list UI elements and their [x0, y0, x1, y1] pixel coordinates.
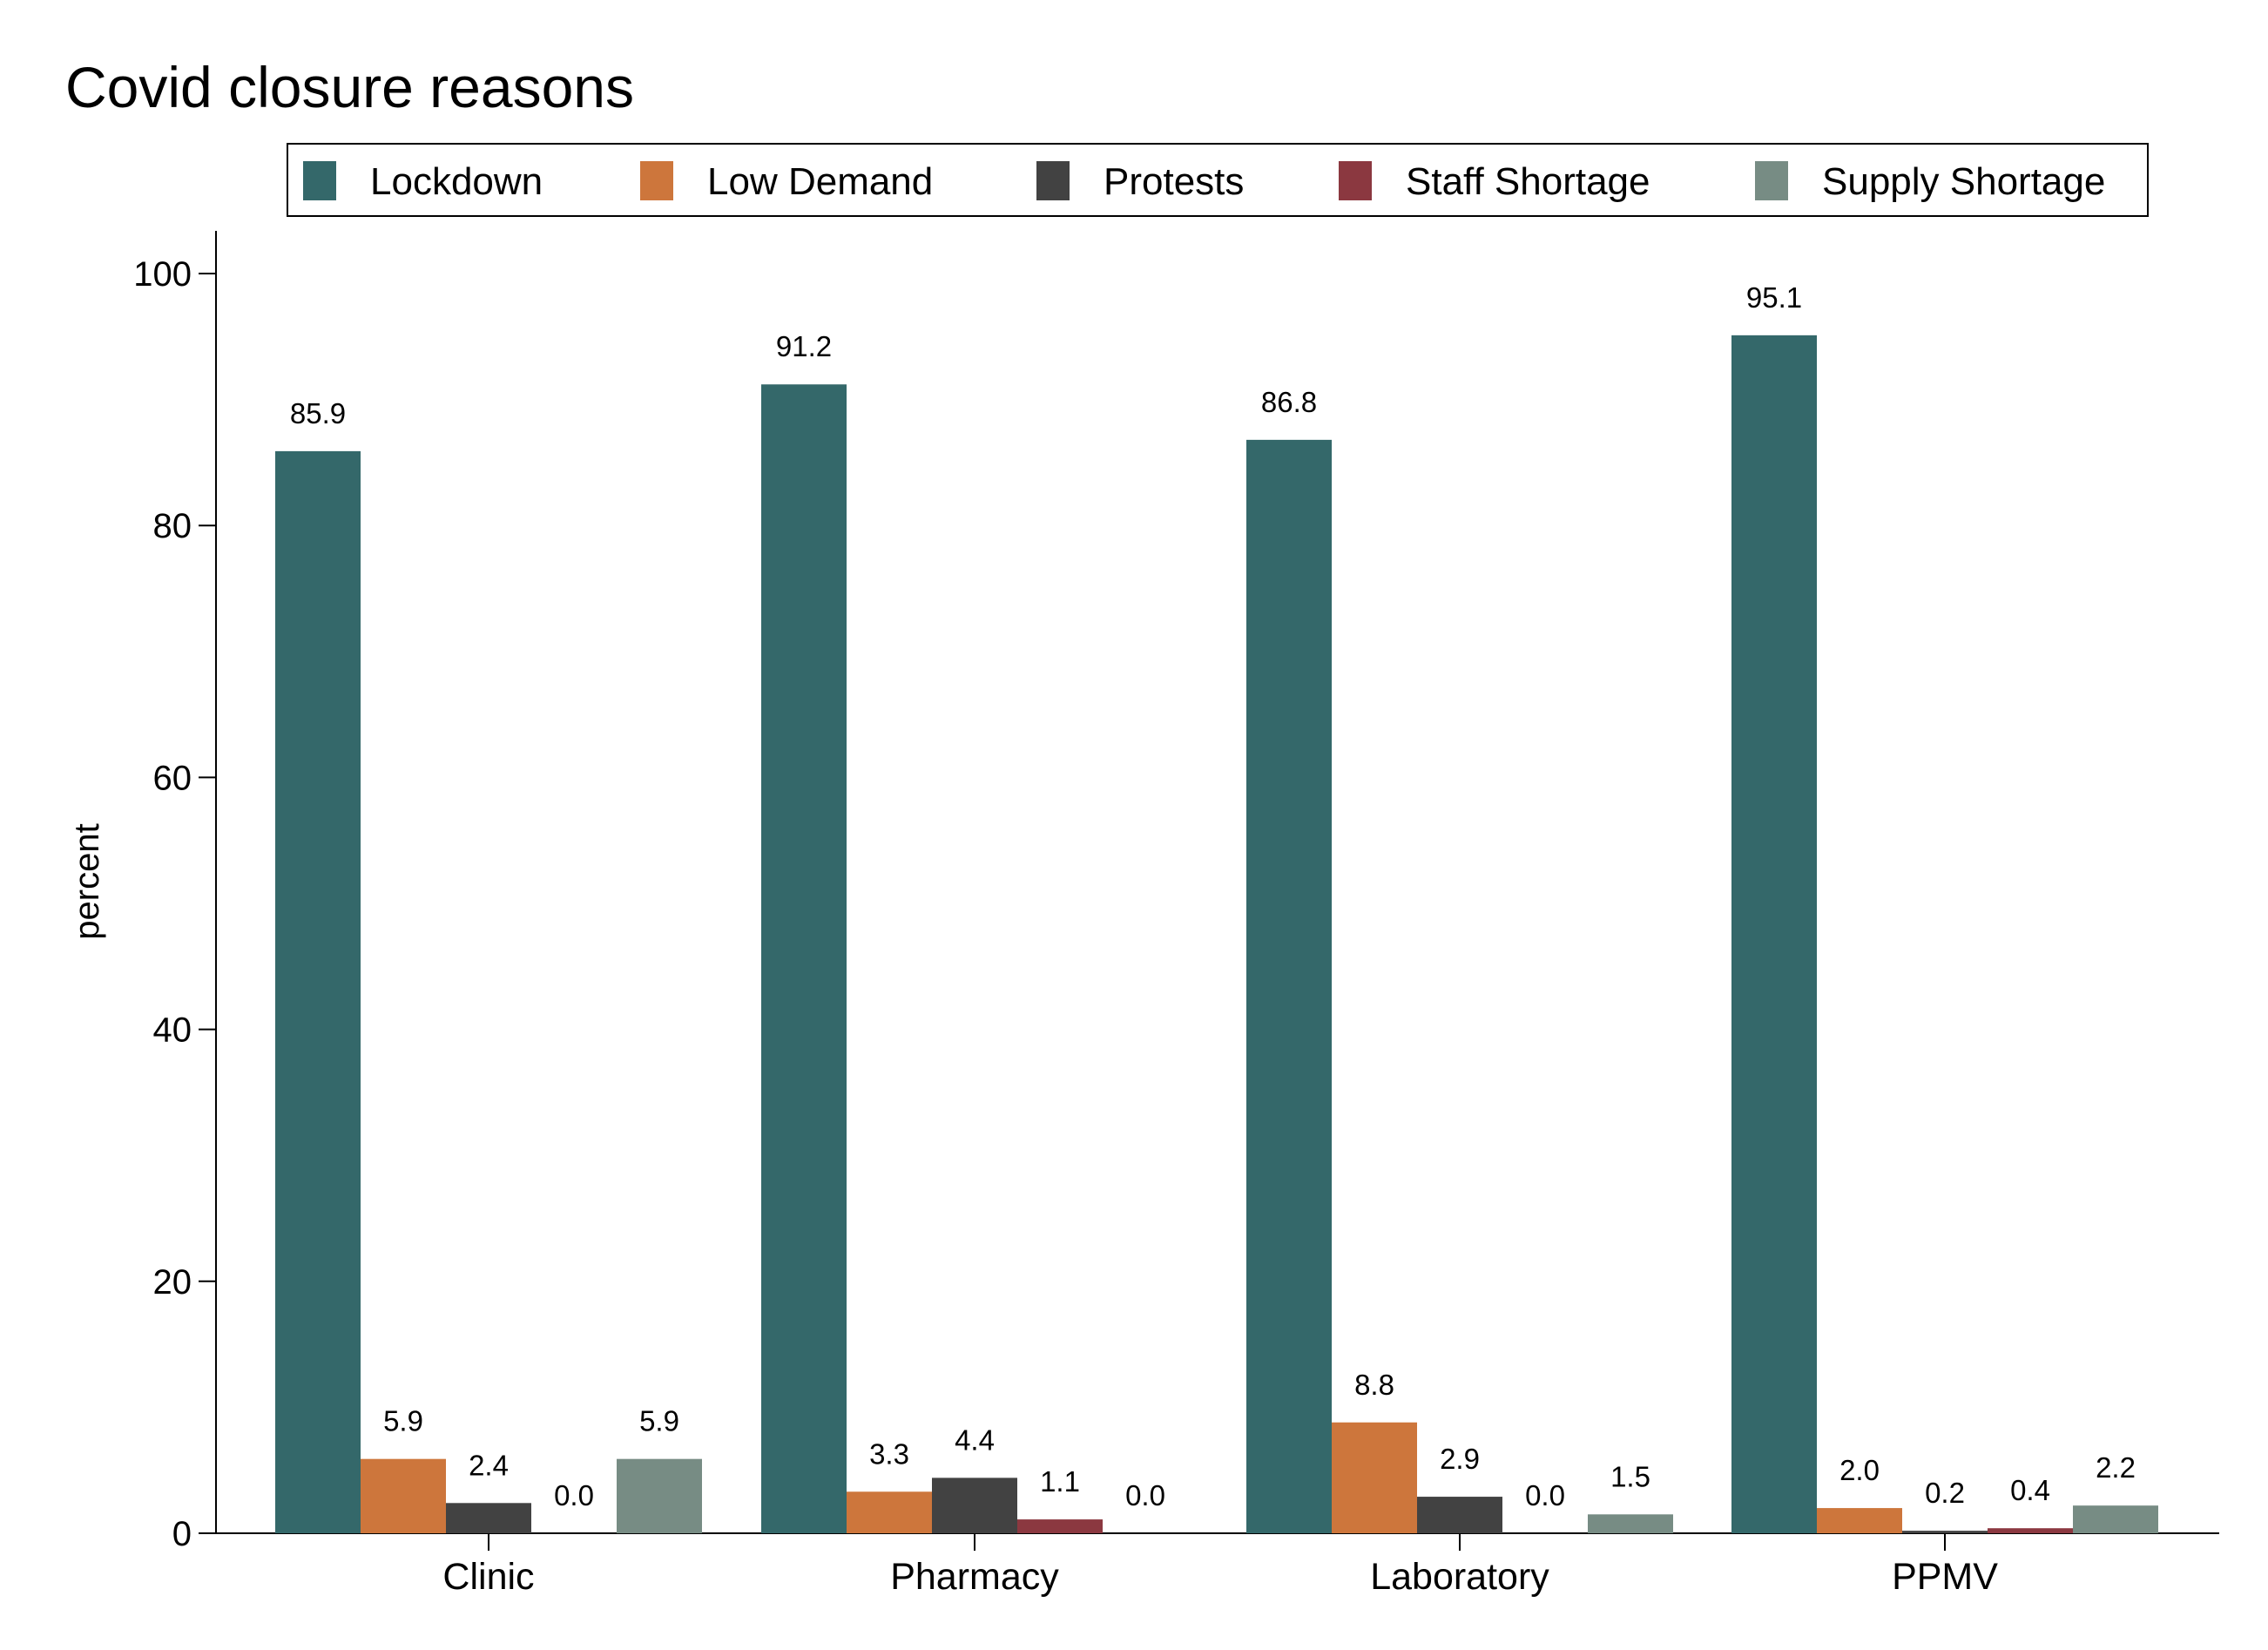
- bar: [1588, 1514, 1673, 1533]
- bar: [446, 1503, 531, 1533]
- bar-value-label: 1.1: [1040, 1465, 1080, 1498]
- bar-value-label: 95.1: [1746, 281, 1802, 314]
- bar: [275, 450, 361, 1533]
- y-tick-label: 0: [172, 1515, 192, 1553]
- x-tick-label: Laboratory: [1370, 1556, 1549, 1598]
- bar-value-label: 1.5: [1610, 1460, 1650, 1492]
- bar-value-label: 0.0: [1125, 1479, 1165, 1511]
- bar: [1902, 1531, 1988, 1533]
- legend-swatch: [1339, 161, 1372, 200]
- bar-value-label: 0.4: [2010, 1474, 2050, 1506]
- y-tick-label: 20: [153, 1263, 192, 1302]
- y-tick-label: 80: [153, 507, 192, 545]
- legend-label: Staff Shortage: [1406, 160, 1650, 203]
- legend-label: Protests: [1104, 160, 1244, 203]
- x-tick-label: PPMV: [1892, 1556, 1998, 1598]
- legend-label: Low Demand: [707, 160, 933, 203]
- bar-value-label: 85.9: [290, 397, 346, 429]
- legend-swatch: [1755, 161, 1788, 200]
- y-tick-label: 60: [153, 759, 192, 797]
- bar: [617, 1458, 702, 1533]
- bar-value-label: 0.0: [554, 1479, 594, 1511]
- y-tick-label: 40: [153, 1011, 192, 1050]
- bar-value-label: 8.8: [1354, 1369, 1394, 1401]
- bar: [761, 384, 847, 1533]
- bar-value-label: 0.0: [1525, 1479, 1565, 1511]
- y-axis-label: percent: [68, 823, 106, 939]
- bar-value-label: 2.9: [1440, 1443, 1480, 1475]
- bar-value-label: 2.2: [2096, 1451, 2136, 1484]
- bar-value-label: 0.2: [1925, 1477, 1965, 1509]
- bar: [1246, 439, 1332, 1533]
- bar: [847, 1491, 932, 1533]
- bar-value-label: 4.4: [955, 1423, 995, 1456]
- bar-value-label: 2.4: [469, 1449, 509, 1481]
- value-labels: 85.9 5.9 2.4 0.0 5.9 91.2 3.3 4.4 1.1 0.0 86.8 8.8 2…: [290, 281, 2136, 1511]
- bar: [1417, 1497, 1502, 1533]
- bar-value-label: 2.0: [1839, 1454, 1880, 1486]
- legend-swatch: [640, 161, 673, 200]
- chart-title: Covid closure reasons: [65, 55, 634, 119]
- bar-value-label: 5.9: [383, 1405, 423, 1437]
- legend-box: [287, 143, 2149, 217]
- bar: [1332, 1422, 1417, 1533]
- bars: [275, 335, 2158, 1533]
- x-tick-label: Pharmacy: [890, 1556, 1059, 1598]
- legend-swatch: [1036, 161, 1070, 200]
- legend-label: Supply Shortage: [1822, 160, 2105, 203]
- legend-swatch: [303, 161, 336, 200]
- bar: [2073, 1505, 2158, 1533]
- x-tick-label: Clinic: [442, 1556, 534, 1598]
- bar-value-label: 5.9: [639, 1405, 679, 1437]
- bar-value-label: 86.8: [1261, 386, 1317, 418]
- y-tick-label: 100: [133, 255, 192, 294]
- bar: [932, 1478, 1017, 1533]
- bar-value-label: 3.3: [869, 1437, 909, 1470]
- bar: [1731, 335, 1817, 1533]
- bar: [1817, 1508, 1902, 1533]
- bar: [361, 1458, 446, 1533]
- bar-value-label: 91.2: [776, 330, 832, 362]
- bar: [1017, 1519, 1103, 1533]
- bar: [1988, 1528, 2073, 1533]
- legend: Lockdown Low Demand Protests Staff Shortage…: [287, 143, 2149, 217]
- legend-label: Lockdown: [370, 160, 543, 203]
- axes: 0 20 40 60 80 100 percent Clinic Pharmacy Laborat…: [68, 231, 2219, 1598]
